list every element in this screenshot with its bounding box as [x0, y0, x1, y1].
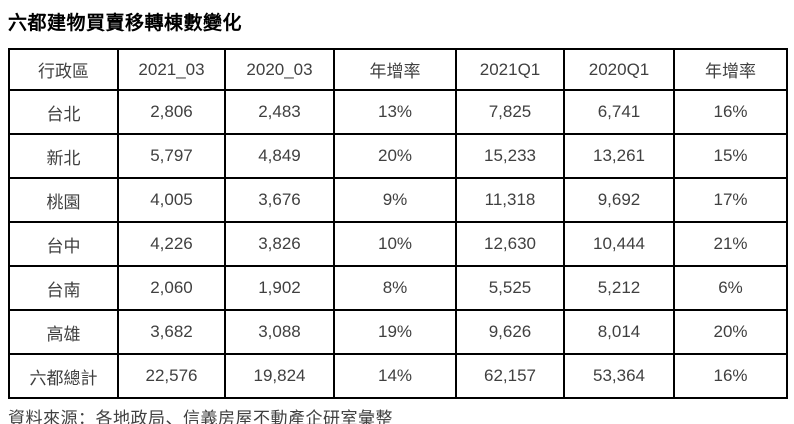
source-note: 資料來源：各地政局、信義房屋不動產企研室彙整 [8, 409, 393, 424]
value-cell: 21% [673, 221, 788, 267]
value-cell: 13% [333, 89, 457, 135]
value-cell: 3,682 [117, 309, 226, 355]
column-header-6: 年增率 [673, 48, 788, 91]
table-header: 行政區 2021_03 2020_03 年增率 2021Q1 2020Q1 年增率 [8, 48, 788, 91]
value-cell: 9,626 [455, 309, 565, 355]
value-cell: 20% [333, 133, 457, 179]
value-cell: 8% [333, 265, 457, 311]
region-cell: 台中 [8, 221, 119, 267]
header-row: 行政區 2021_03 2020_03 年增率 2021Q1 2020Q1 年增率 [8, 48, 788, 91]
table-body: 台北 2,806 2,483 13% 7,825 6,741 16% 新北 5,797 4,849… [8, 89, 788, 399]
column-header-3: 年增率 [333, 48, 457, 91]
column-header-5: 2020Q1 [563, 48, 675, 91]
value-cell: 7,825 [455, 89, 565, 135]
column-header-4: 2021Q1 [455, 48, 565, 91]
column-header-0: 行政區 [8, 48, 119, 91]
value-cell: 8,014 [563, 309, 675, 355]
column-header-1: 2021_03 [117, 48, 226, 91]
value-cell: 4,849 [224, 133, 335, 179]
table-row: 台中 4,226 3,826 10% 12,630 10,444 21% [8, 221, 788, 267]
value-cell: 19% [333, 309, 457, 355]
table-row: 新北 5,797 4,849 20% 15,233 13,261 15% [8, 133, 788, 179]
value-cell: 13,261 [563, 133, 675, 179]
value-cell: 6% [673, 265, 788, 311]
region-cell: 新北 [8, 133, 119, 179]
region-cell: 六都總計 [8, 353, 119, 399]
value-cell: 15% [673, 133, 788, 179]
value-cell: 6,741 [563, 89, 675, 135]
value-cell: 16% [673, 89, 788, 135]
region-cell: 桃園 [8, 177, 119, 223]
value-cell: 9% [333, 177, 457, 223]
value-cell: 3,826 [224, 221, 335, 267]
value-cell: 16% [673, 353, 788, 399]
value-cell: 14% [333, 353, 457, 399]
region-cell: 台南 [8, 265, 119, 311]
value-cell: 4,226 [117, 221, 226, 267]
value-cell: 3,676 [224, 177, 335, 223]
table-row: 桃園 4,005 3,676 9% 11,318 9,692 17% [8, 177, 788, 223]
value-cell: 2,806 [117, 89, 226, 135]
value-cell: 5,797 [117, 133, 226, 179]
value-cell: 5,525 [455, 265, 565, 311]
value-cell: 20% [673, 309, 788, 355]
value-cell: 4,005 [117, 177, 226, 223]
value-cell: 3,088 [224, 309, 335, 355]
region-cell: 台北 [8, 89, 119, 135]
value-cell: 15,233 [455, 133, 565, 179]
value-cell: 9,692 [563, 177, 675, 223]
region-cell: 高雄 [8, 309, 119, 355]
value-cell: 53,364 [563, 353, 675, 399]
page-title: 六都建物買賣移轉棟數變化 [8, 13, 243, 34]
table-row: 台南 2,060 1,902 8% 5,525 5,212 6% [8, 265, 788, 311]
value-cell: 62,157 [455, 353, 565, 399]
column-header-2: 2020_03 [224, 48, 335, 91]
value-cell: 10,444 [563, 221, 675, 267]
value-cell: 5,212 [563, 265, 675, 311]
table-row: 高雄 3,682 3,088 19% 9,626 8,014 20% [8, 309, 788, 355]
value-cell: 11,318 [455, 177, 565, 223]
value-cell: 22,576 [117, 353, 226, 399]
value-cell: 19,824 [224, 353, 335, 399]
value-cell: 2,060 [117, 265, 226, 311]
value-cell: 10% [333, 221, 457, 267]
value-cell: 1,902 [224, 265, 335, 311]
value-cell: 12,630 [455, 221, 565, 267]
table-row-total: 六都總計 22,576 19,824 14% 62,157 53,364 16% [8, 353, 788, 399]
table-row: 台北 2,806 2,483 13% 7,825 6,741 16% [8, 89, 788, 135]
value-cell: 2,483 [224, 89, 335, 135]
value-cell: 17% [673, 177, 788, 223]
transfer-table: 行政區 2021_03 2020_03 年增率 2021Q1 2020Q1 年增率 台北 2,… [8, 48, 788, 399]
